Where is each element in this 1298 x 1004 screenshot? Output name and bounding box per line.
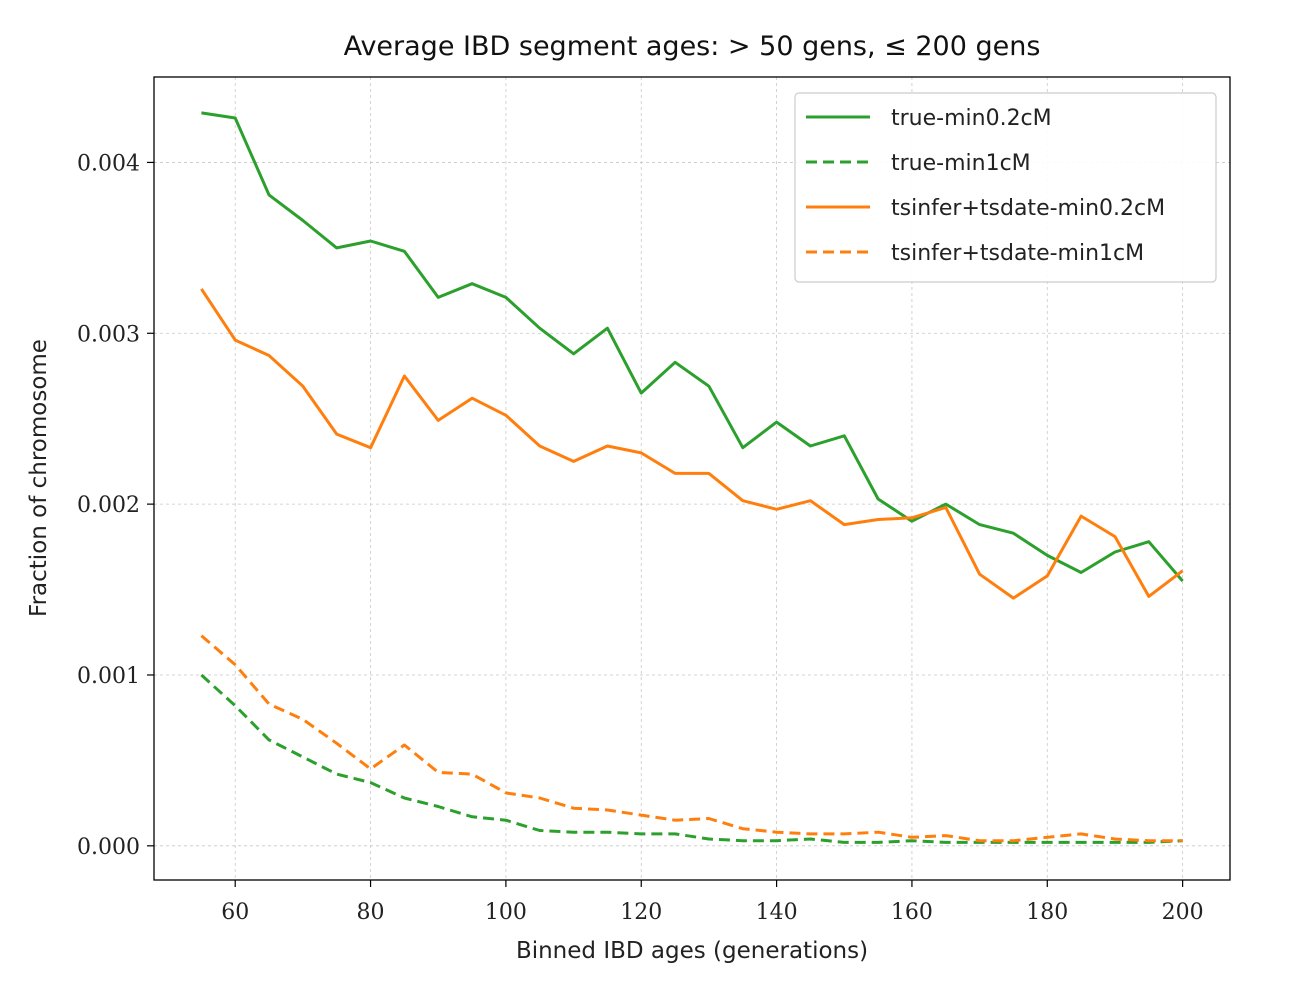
x-tick-label: 200	[1162, 900, 1204, 925]
series-line-tsinfer-tsdate-min0-2cm	[200, 288, 1184, 600]
series-line-true-min1cm	[200, 673, 1183, 844]
y-tick-label: 0.000	[77, 835, 140, 860]
legend-label: true-min0.2cM	[891, 106, 1052, 131]
plot-frame	[153, 76, 1231, 881]
x-tick-label: 80	[357, 900, 385, 925]
x-tick-label: 100	[485, 900, 527, 925]
series-line-true-min0-2cm	[201, 111, 1184, 582]
y-tick-label: 0.001	[77, 664, 140, 689]
y-axis: 0.000 0.001 0.002 0.003 0.004	[77, 151, 154, 860]
y-tick-label: 0.004	[77, 151, 140, 176]
series-layer	[200, 111, 1184, 844]
chart-title: Average IBD segment ages: > 50 gens, ≤ 2…	[344, 31, 1041, 62]
x-tick-label: 160	[891, 900, 933, 925]
x-tick-label: 60	[221, 900, 249, 925]
x-tick-label: 120	[620, 900, 662, 925]
x-axis-label: Binned IBD ages (generations)	[516, 938, 868, 964]
x-axis: 60 80 100 120 140 160 180 200	[221, 880, 1204, 925]
legend-label: tsinfer+tsdate-min1cM	[891, 241, 1144, 266]
series-line-tsinfer-tsdate-min1cm	[200, 634, 1183, 843]
legend-box	[794, 92, 1217, 283]
x-tick-label: 140	[756, 900, 798, 925]
y-axis-label: Fraction of chromosome	[26, 339, 52, 617]
y-tick-label: 0.002	[77, 493, 140, 518]
legend: true-min0.2cM true-min1cM tsinfer+tsdate-m…	[794, 92, 1217, 283]
y-tick-label: 0.003	[77, 322, 140, 347]
legend-label: tsinfer+tsdate-min0.2cM	[891, 196, 1165, 221]
legend-label: true-min1cM	[891, 151, 1031, 176]
x-tick-label: 180	[1026, 900, 1068, 925]
